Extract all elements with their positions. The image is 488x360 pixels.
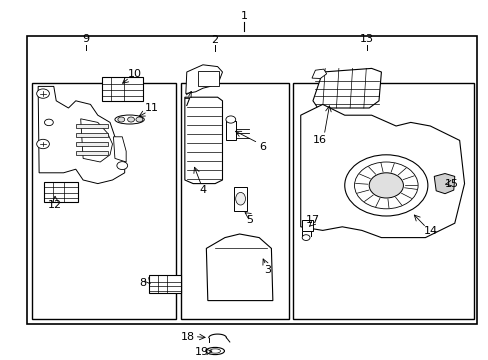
Text: 4: 4 — [199, 185, 206, 195]
Circle shape — [368, 173, 403, 198]
Text: 7: 7 — [183, 98, 190, 108]
Bar — [293, 83, 473, 319]
Bar — [302, 220, 312, 231]
Circle shape — [344, 155, 427, 216]
Text: 16: 16 — [313, 135, 326, 145]
Text: 9: 9 — [82, 34, 89, 44]
Circle shape — [37, 89, 49, 98]
Text: 5: 5 — [245, 215, 252, 225]
Ellipse shape — [235, 192, 245, 205]
Bar — [102, 77, 143, 101]
Circle shape — [118, 117, 124, 122]
Text: 15: 15 — [444, 179, 457, 189]
Circle shape — [127, 117, 134, 122]
Bar — [233, 187, 247, 211]
Bar — [76, 151, 107, 155]
Text: 14: 14 — [424, 226, 437, 236]
Bar — [32, 83, 176, 319]
Ellipse shape — [209, 349, 220, 353]
Polygon shape — [185, 65, 222, 94]
Bar — [149, 275, 181, 293]
Bar — [44, 182, 78, 202]
Bar — [225, 121, 235, 140]
Bar — [76, 133, 107, 137]
Text: 6: 6 — [259, 141, 266, 152]
Polygon shape — [184, 97, 222, 184]
Circle shape — [44, 119, 53, 126]
Circle shape — [225, 116, 235, 123]
Text: 18: 18 — [181, 332, 195, 342]
Circle shape — [354, 162, 417, 209]
Text: 17: 17 — [305, 215, 319, 225]
Text: 12: 12 — [48, 200, 62, 210]
Text: 11: 11 — [144, 103, 158, 113]
Bar — [76, 142, 107, 146]
Text: 8: 8 — [140, 278, 146, 288]
Circle shape — [136, 117, 142, 122]
Polygon shape — [312, 68, 381, 108]
Polygon shape — [311, 69, 326, 78]
Bar — [76, 124, 107, 128]
Bar — [27, 36, 476, 324]
Bar — [198, 71, 218, 86]
Text: 1: 1 — [241, 11, 247, 21]
Text: 10: 10 — [127, 69, 141, 79]
Circle shape — [117, 162, 127, 170]
Polygon shape — [113, 137, 126, 162]
Ellipse shape — [115, 115, 144, 124]
Text: 3: 3 — [264, 265, 271, 275]
Text: 13: 13 — [359, 34, 373, 44]
Circle shape — [302, 235, 309, 240]
Polygon shape — [300, 104, 464, 238]
Polygon shape — [81, 119, 112, 162]
Circle shape — [37, 139, 49, 149]
Polygon shape — [38, 86, 124, 184]
Bar — [181, 83, 288, 319]
Text: 19: 19 — [195, 347, 208, 357]
Polygon shape — [433, 174, 454, 194]
Ellipse shape — [205, 347, 224, 355]
Text: 2: 2 — [211, 35, 218, 45]
Polygon shape — [206, 234, 272, 301]
